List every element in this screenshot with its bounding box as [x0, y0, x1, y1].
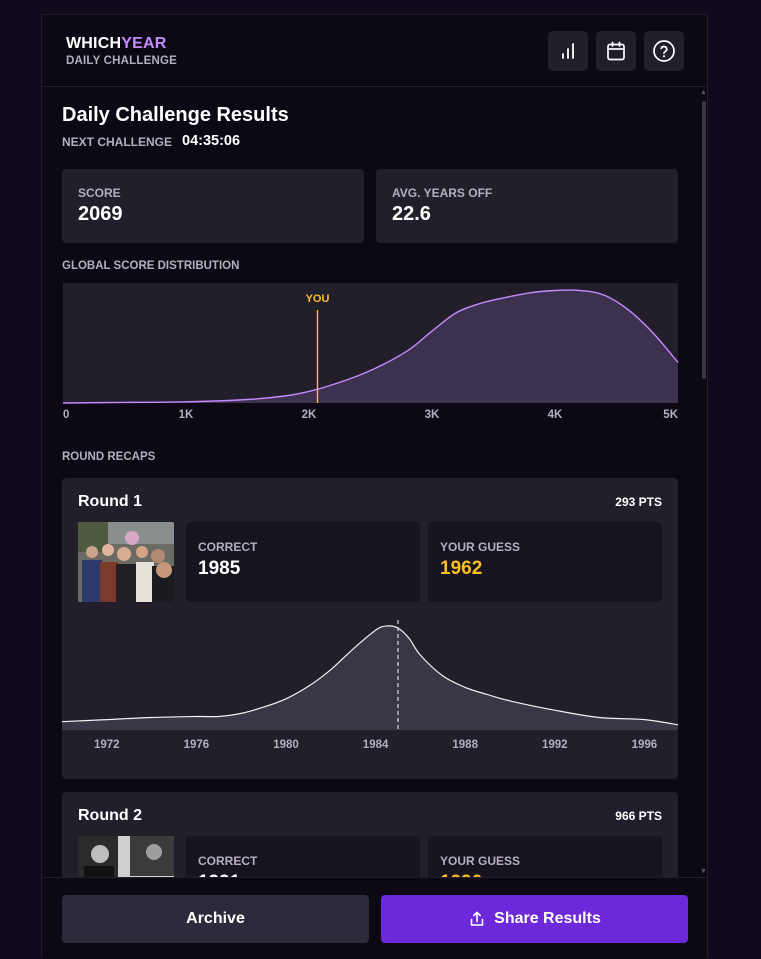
- x-tick-label: 0: [63, 409, 69, 421]
- correct-label: CORRECT: [198, 854, 258, 868]
- round-photo[interactable]: [78, 836, 174, 877]
- guess-label: YOUR GUESS: [440, 854, 521, 868]
- score-value: 2069: [78, 203, 123, 225]
- round-card-1: Round 1 293 PTS: [62, 478, 678, 779]
- next-challenge-countdown: 04:35:06: [182, 133, 241, 149]
- correct-label: CORRECT: [198, 540, 258, 554]
- x-tick-label: 4K: [548, 409, 563, 421]
- scroll-up-arrow-icon[interactable]: ▲: [700, 89, 707, 96]
- x-tick-label: 2K: [302, 409, 317, 421]
- round-title: Round 1: [78, 493, 142, 510]
- you-marker-label: YOU: [306, 293, 330, 305]
- years-off-card: AVG. YEARS OFF 22.6: [376, 169, 678, 243]
- results-scroll-area[interactable]: Daily Challenge Results NEXT CHALLENGE 0…: [42, 87, 707, 877]
- x-tick-label: 1976: [184, 739, 210, 751]
- calendar-button[interactable]: [596, 31, 636, 71]
- round-recaps-label: ROUND RECAPS: [62, 451, 156, 463]
- correct-year-box: CORRECT 1985: [186, 522, 420, 602]
- logo: WHICHYEAR: [66, 35, 166, 53]
- help-button[interactable]: [644, 31, 684, 71]
- logo-year: YEAR: [121, 35, 167, 52]
- x-tick-label: 1980: [273, 739, 299, 751]
- x-tick-label: 1984: [363, 739, 389, 751]
- years-off-label: AVG. YEARS OFF: [392, 186, 493, 200]
- logo-which: WHICH: [66, 35, 122, 52]
- guess-distribution-area: [62, 625, 678, 730]
- crowd-photo-image: [78, 522, 174, 602]
- round-title: Round 2: [78, 807, 142, 824]
- correct-value: 1991: [198, 872, 240, 877]
- round-guess-distribution-chart: 1972 1976 1980 1984 1988 1992 1996: [62, 620, 678, 751]
- your-guess-box: YOUR GUESS 1962: [428, 522, 662, 602]
- share-results-button[interactable]: Share Results: [381, 895, 688, 943]
- guess-distribution-line: [62, 625, 678, 726]
- score-label: SCORE: [78, 186, 121, 200]
- distribution-label: GLOBAL SCORE DISTRIBUTION: [62, 260, 240, 272]
- round-points: 293 PTS: [615, 495, 662, 509]
- correct-year-box: CORRECT 1991: [186, 836, 420, 877]
- stats-icon: [562, 43, 574, 59]
- x-tick-label: 1972: [94, 739, 120, 751]
- share-icon: [470, 911, 484, 926]
- app-window: WHICHYEAR DAILY CHALLENGE: [41, 14, 708, 959]
- archive-button-label: Archive: [186, 910, 245, 927]
- scroll-down-arrow-icon[interactable]: ▼: [700, 868, 707, 875]
- x-tick-label: 1988: [452, 739, 478, 751]
- distribution-area: [63, 290, 678, 403]
- logo-subtitle: DAILY CHALLENGE: [66, 55, 177, 67]
- help-icon: [653, 40, 675, 62]
- calendar-icon: [607, 41, 625, 61]
- round-card-2: Round 2 966 PTS CORRECT 1991 YOUR GUESS …: [62, 792, 678, 877]
- years-off-value: 22.6: [392, 203, 431, 225]
- score-distribution-chart: YOU 0 1K 2K 3K 4K 5K: [62, 283, 679, 421]
- your-guess-box: YOUR GUESS 1990: [428, 836, 662, 877]
- next-challenge-label: NEXT CHALLENGE: [62, 135, 173, 149]
- scrollbar-thumb[interactable]: [702, 101, 706, 379]
- stats-button[interactable]: [548, 31, 588, 71]
- x-tick-label: 1K: [179, 409, 194, 421]
- correct-value: 1985: [198, 558, 241, 579]
- x-tick-label: 1992: [542, 739, 568, 751]
- x-tick-label: 3K: [425, 409, 440, 421]
- guess-label: YOUR GUESS: [440, 540, 521, 554]
- round-points: 966 PTS: [615, 809, 662, 823]
- guess-value: 1990: [440, 872, 482, 877]
- bw-photo-image: [78, 836, 174, 877]
- archive-button[interactable]: Archive: [62, 895, 369, 943]
- page-title: Daily Challenge Results: [62, 104, 289, 126]
- x-tick-label: 1996: [632, 739, 658, 751]
- x-tick-label: 5K: [663, 409, 678, 421]
- header: WHICHYEAR DAILY CHALLENGE: [42, 15, 707, 87]
- footer: Archive Share Results: [42, 877, 707, 959]
- share-button-label: Share Results: [494, 910, 601, 927]
- score-card: SCORE 2069: [62, 169, 364, 243]
- round-photo[interactable]: [78, 522, 174, 602]
- guess-value: 1962: [440, 558, 483, 579]
- distribution-line: [62, 289, 679, 404]
